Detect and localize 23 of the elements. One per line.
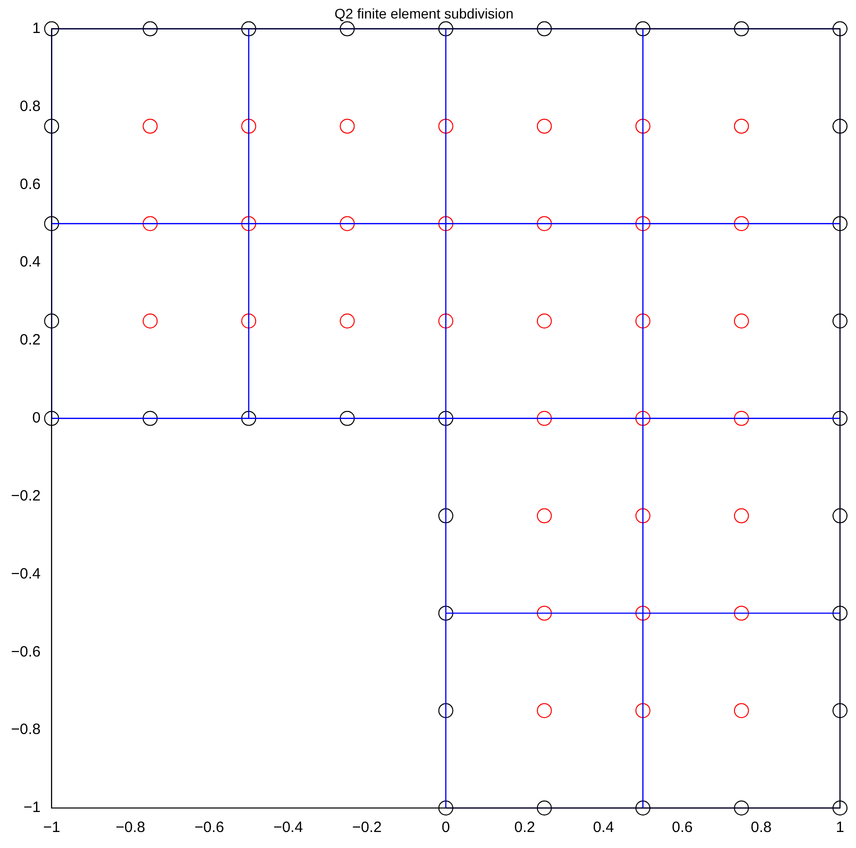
- y-tick-label: 1: [32, 20, 41, 37]
- y-tick-label: 0.4: [20, 254, 41, 271]
- y-tick-label: −1: [24, 799, 41, 816]
- x-tick-label: −0.2: [352, 819, 382, 836]
- x-tick-label: −0.6: [194, 819, 224, 836]
- x-tick-label: −0.4: [273, 819, 303, 836]
- chart-title: Q2 finite element subdivision: [334, 5, 514, 22]
- x-tick-label: −0.8: [116, 819, 146, 836]
- y-tick-label: 0.2: [20, 332, 41, 349]
- x-tick-label: 0.2: [514, 819, 536, 836]
- y-tick-label: 0.8: [20, 98, 41, 115]
- y-tick-label: −0.6: [10, 643, 41, 660]
- y-tick-label: 0.6: [20, 176, 41, 193]
- x-tick-label: 1: [836, 819, 844, 836]
- y-tick-label: 0: [32, 410, 41, 427]
- x-tick-label: 0: [442, 819, 450, 836]
- x-tick-label: −1: [43, 819, 60, 836]
- x-tick-label: 0.4: [593, 819, 614, 836]
- y-tick-label: −0.8: [10, 721, 41, 738]
- y-tick-label: −0.2: [10, 487, 41, 504]
- y-tick-label: −0.4: [10, 565, 41, 582]
- x-tick-label: 0.8: [750, 819, 772, 836]
- x-tick-label: 0.6: [672, 819, 693, 836]
